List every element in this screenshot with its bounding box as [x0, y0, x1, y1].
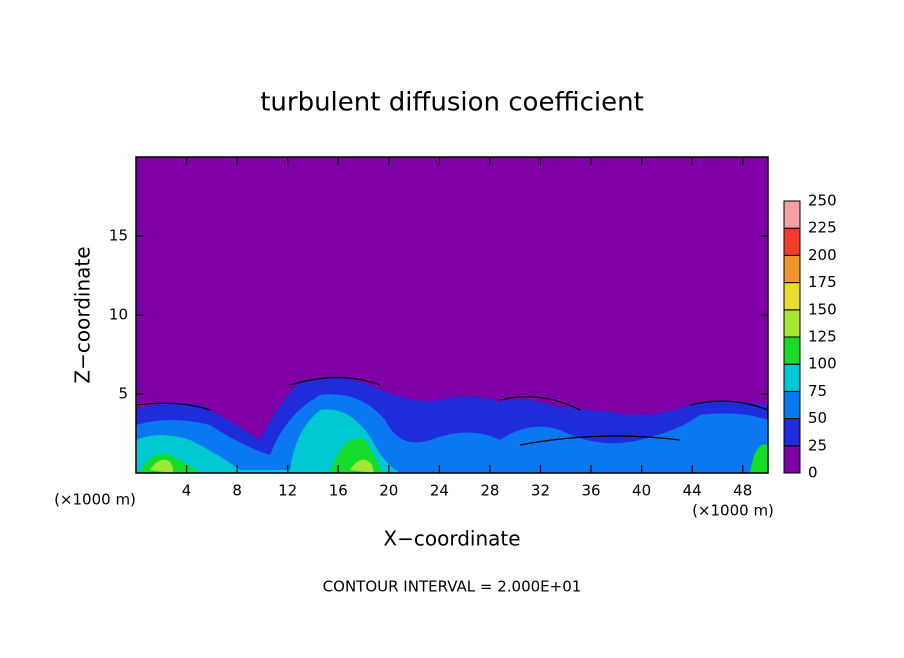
x-tick-label: 44	[683, 482, 702, 500]
chart-title: turbulent diffusion coefficient	[260, 88, 644, 118]
colorbar-label: 50	[808, 409, 827, 427]
x-tick-label: 16	[329, 482, 348, 500]
x-axis-label: X−coordinate	[383, 527, 520, 551]
x-tick-label: 40	[632, 482, 651, 500]
colorbar-segment	[783, 390, 801, 420]
x-tick-label: 28	[480, 482, 499, 500]
colorbar-label: 150	[808, 300, 837, 318]
colorbar-label: 250	[808, 192, 837, 210]
y-tick-label: 10	[109, 306, 128, 324]
field-region	[136, 409, 400, 473]
colorbar-segment	[783, 227, 801, 256]
colorbar-label: 225	[808, 219, 837, 237]
colorbar-segment	[783, 200, 801, 229]
colorbar-label: 100	[808, 355, 837, 373]
colorbar-segment	[783, 309, 801, 338]
colorbar-label: 125	[808, 328, 837, 346]
colorbar-segment	[783, 418, 801, 447]
colorbar-segment	[783, 282, 801, 311]
colorbar-label: 75	[808, 382, 827, 400]
x-tick-label: 4	[182, 482, 192, 500]
x-tick-label: 8	[232, 482, 242, 500]
x-unit-label: (×1000 m)	[692, 502, 774, 520]
colorbar-label: 200	[808, 246, 837, 264]
colorbar-label: 175	[808, 273, 837, 291]
y-axis-label: Z−coordinate	[71, 246, 95, 383]
colorbar-label: 25	[808, 436, 827, 454]
x-tick-label: 32	[531, 482, 550, 500]
x-tick-label: 12	[278, 482, 297, 500]
y-tick-label: 15	[109, 227, 128, 245]
colorbar-segment	[783, 254, 801, 284]
x-tick-label: 36	[581, 482, 600, 500]
field-region	[150, 459, 374, 473]
colorbar-segment	[783, 336, 801, 365]
colorbar-segment	[783, 363, 801, 392]
x-tick-label: 48	[733, 482, 752, 500]
y-tick-label: 5	[118, 385, 128, 403]
annotation: CONTOUR INTERVAL = 2.000E+01	[323, 578, 582, 596]
colorbar-segment	[783, 445, 801, 474]
field	[135, 156, 769, 474]
x-tick-label: 24	[430, 482, 449, 500]
contour-line	[135, 376, 769, 446]
x-tick-label: 20	[379, 482, 398, 500]
colorbar-label: 0	[808, 464, 818, 482]
x-unit-label: (×1000 m)	[54, 491, 136, 509]
